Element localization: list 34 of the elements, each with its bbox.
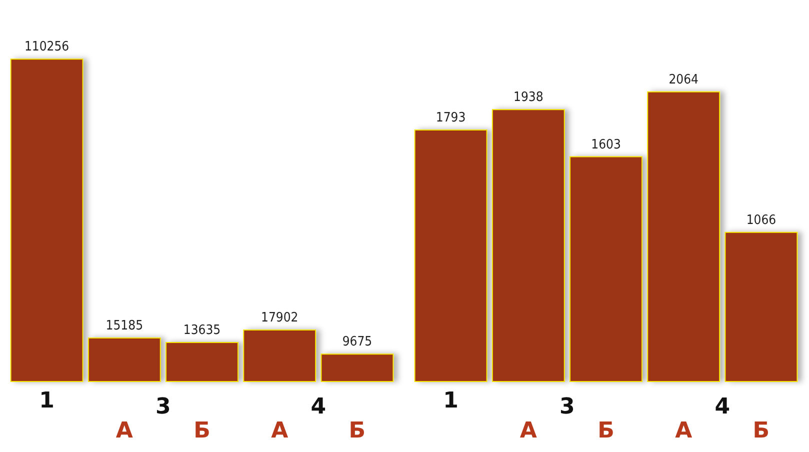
data-label: 13635 (183, 323, 221, 338)
x-tick-label: Б (348, 418, 366, 444)
data-label: 17902 (261, 310, 298, 326)
x-tick-label: А (271, 418, 288, 444)
data-label: 15185 (106, 318, 143, 334)
data-label: 1066 (746, 212, 776, 228)
bar (647, 91, 720, 382)
bar (724, 232, 798, 382)
text: 3 (560, 394, 575, 420)
x-tick-label: А (116, 418, 133, 444)
x-tick-label: А (520, 418, 537, 444)
x-tick-label: Б (194, 418, 210, 444)
data-label: 2064 (668, 72, 698, 88)
data-label: 1793 (436, 110, 466, 126)
data-label: 1603 (591, 137, 621, 152)
bar (10, 58, 84, 382)
text: 4 (714, 394, 730, 420)
bar (243, 329, 316, 382)
x-tick-label: Б (752, 418, 770, 444)
bar (570, 156, 642, 382)
data-label: 110256 (24, 40, 70, 55)
data-label: 9675 (342, 334, 372, 350)
text: 3 (156, 394, 171, 420)
text: 4 (310, 394, 326, 420)
x-tick-label: 1 (39, 388, 54, 414)
bar (88, 337, 161, 382)
bar (414, 130, 488, 382)
data-label: 1938 (514, 90, 544, 106)
bar (320, 354, 394, 382)
x-tick-label: А (675, 418, 692, 444)
x-tick-label: 1 (443, 388, 458, 414)
x-tick-label: Б (598, 418, 614, 444)
bar (166, 342, 238, 382)
bar (492, 109, 565, 382)
